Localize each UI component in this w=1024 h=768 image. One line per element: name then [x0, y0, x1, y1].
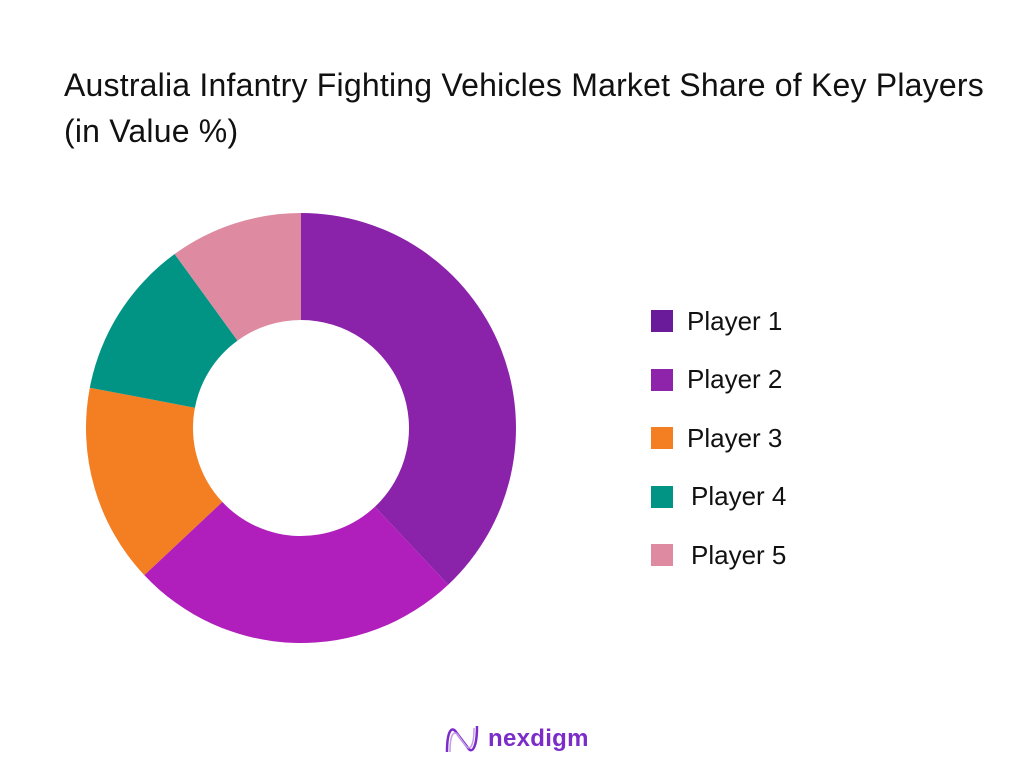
slice-player-3 [86, 387, 223, 576]
slice-player-2 [144, 501, 449, 644]
nexdigm-wave-icon [445, 725, 479, 753]
slice-player-1 [301, 213, 517, 585]
legend-item-player-5: Player 5 [651, 526, 786, 585]
legend-swatch [651, 310, 673, 333]
legend: Player 1 Player 2 Player 3 Player 4 Play… [651, 292, 786, 585]
donut-slices [86, 213, 517, 644]
legend-label: Player 4 [691, 481, 787, 512]
legend-label: Player 5 [691, 539, 787, 570]
legend-item-player-1: Player 1 [651, 292, 786, 351]
legend-label: Player 2 [687, 364, 783, 395]
legend-label: Player 1 [687, 305, 783, 336]
slice-player-5 [174, 213, 301, 341]
legend-swatch [651, 485, 673, 508]
legend-swatch [651, 368, 673, 391]
legend-item-player-2: Player 2 [651, 351, 786, 410]
legend-item-player-4: Player 4 [651, 468, 786, 527]
slice-player-4 [89, 254, 238, 408]
legend-label: Player 3 [687, 422, 783, 453]
legend-swatch [651, 427, 673, 450]
chart-title: Australia Infantry Fighting Vehicles Mar… [64, 67, 984, 149]
brand-logo: nexdigm [444, 722, 589, 756]
brand-name: nexdigm [488, 725, 589, 752]
legend-item-player-3: Player 3 [651, 409, 786, 468]
legend-swatch [651, 544, 673, 567]
